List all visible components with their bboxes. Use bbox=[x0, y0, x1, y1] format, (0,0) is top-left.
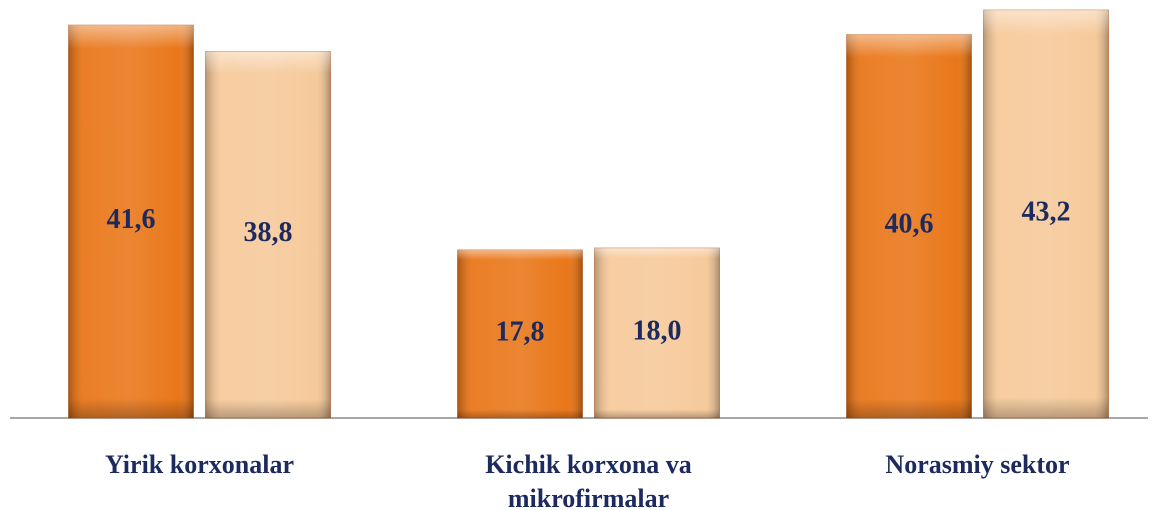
bar-shine bbox=[205, 51, 331, 419]
x-tick-label: Kichik korxona va mikrofirmalar bbox=[485, 450, 692, 510]
value-label: 17,8 bbox=[496, 316, 545, 347]
bar-shine bbox=[594, 248, 720, 418]
value-label: 43,2 bbox=[1022, 196, 1071, 227]
x-tick-label: Norasmiy sektor bbox=[885, 450, 1070, 479]
value-label: 18,0 bbox=[633, 315, 682, 346]
bar-shine bbox=[983, 10, 1109, 418]
bar-shine bbox=[68, 25, 194, 418]
bar-shine bbox=[846, 34, 972, 419]
value-label: 41,6 bbox=[107, 204, 156, 235]
value-label: 38,8 bbox=[244, 217, 293, 248]
bar-shine bbox=[457, 249, 583, 418]
value-label: 40,6 bbox=[885, 209, 934, 240]
x-tick-label: Yirik korxonalar bbox=[105, 450, 294, 479]
